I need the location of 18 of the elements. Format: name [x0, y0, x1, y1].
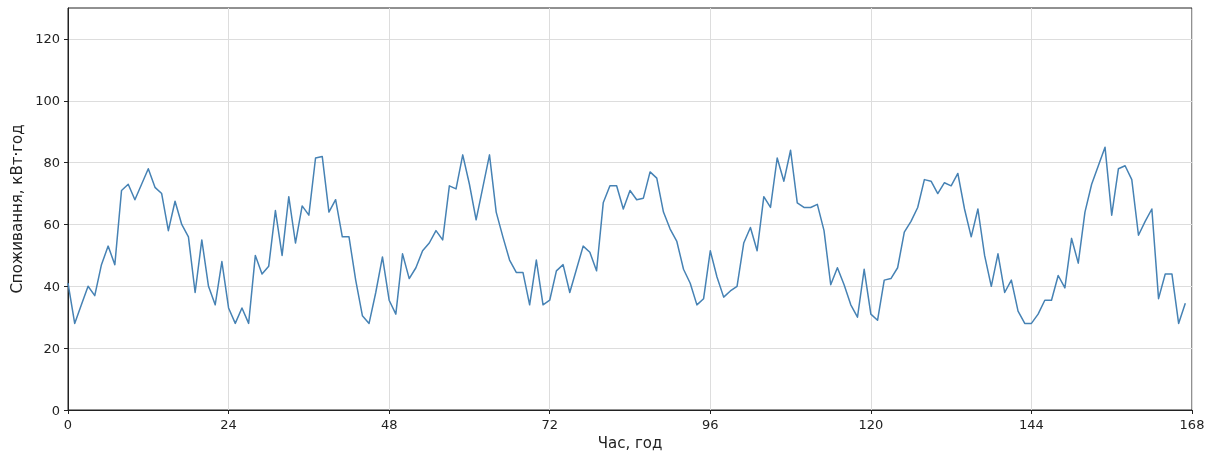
line-series — [67, 146, 1187, 325]
y-tick-label: 60 — [43, 216, 60, 232]
y-tick-label: 40 — [43, 278, 60, 294]
y-tick-label: 0 — [51, 402, 60, 418]
x-tick-label: 48 — [380, 417, 398, 432]
x-tick-label: 72 — [541, 417, 558, 432]
y-tick-label: 20 — [43, 340, 60, 356]
y-axis-title: Споживання, кВт·год — [7, 124, 26, 294]
y-tick-label: 120 — [35, 31, 60, 47]
x-tick-label: 96 — [702, 417, 719, 432]
y-tick-label: 80 — [43, 155, 60, 171]
y-tick-label: 100 — [35, 93, 60, 109]
x-axis-title: Час, год — [597, 434, 663, 453]
x-tick-label: 120 — [858, 417, 884, 432]
x-tick-label: 0 — [63, 417, 73, 432]
x-tick-label: 24 — [220, 417, 237, 432]
x-tick-label: 168 — [1179, 417, 1205, 432]
x-tick-label: 144 — [1019, 417, 1044, 432]
